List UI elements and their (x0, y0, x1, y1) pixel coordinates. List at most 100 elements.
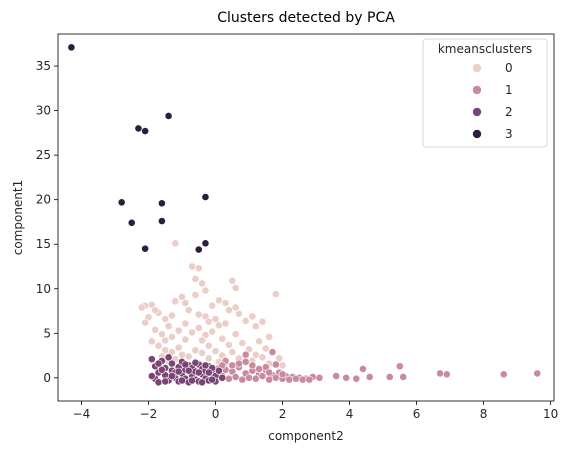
data-point-cluster-1 (239, 376, 246, 383)
data-point-cluster-1 (316, 374, 323, 381)
legend-label-3: 3 (505, 127, 513, 141)
data-point-cluster-0 (152, 307, 159, 314)
data-point-cluster-2 (195, 369, 202, 376)
data-point-cluster-2 (162, 378, 169, 385)
data-point-cluster-2 (192, 359, 199, 366)
data-point-cluster-0 (272, 291, 279, 298)
x-tick-label: 2 (279, 407, 287, 421)
data-point-cluster-1 (306, 376, 313, 383)
legend-title: kmeansclusters (438, 42, 532, 56)
data-point-cluster-1 (252, 375, 259, 382)
data-point-cluster-0 (219, 335, 226, 342)
data-point-cluster-1 (299, 376, 306, 383)
data-point-cluster-0 (199, 337, 206, 344)
data-point-cluster-0 (225, 341, 232, 348)
data-point-cluster-1 (242, 351, 249, 358)
data-point-cluster-0 (229, 277, 236, 284)
y-tick-label: 20 (36, 193, 51, 207)
data-point-cluster-1 (443, 371, 450, 378)
data-point-cluster-0 (215, 297, 222, 304)
data-point-cluster-2 (182, 361, 189, 368)
data-point-cluster-0 (209, 302, 216, 309)
data-point-cluster-2 (202, 362, 209, 369)
y-axis-label: component1 (11, 180, 25, 256)
data-point-cluster-3 (142, 127, 149, 134)
data-point-cluster-3 (68, 44, 75, 51)
data-point-cluster-0 (185, 307, 192, 314)
data-point-cluster-0 (249, 313, 256, 320)
y-tick-label: 0 (43, 371, 51, 385)
data-point-cluster-1 (359, 365, 366, 372)
legend-label-1: 1 (505, 83, 513, 97)
data-point-cluster-0 (195, 324, 202, 331)
data-point-cluster-3 (165, 112, 172, 119)
data-point-cluster-2 (205, 369, 212, 376)
legend: kmeansclusters 0 1 2 3 (423, 39, 547, 147)
data-point-cluster-0 (199, 349, 206, 356)
data-point-cluster-1 (366, 373, 373, 380)
data-point-cluster-0 (239, 340, 246, 347)
data-point-cluster-0 (168, 333, 175, 340)
data-point-cluster-0 (165, 323, 172, 330)
data-point-cluster-0 (212, 315, 219, 322)
data-point-cluster-1 (235, 360, 242, 367)
data-point-cluster-0 (182, 320, 189, 327)
legend-marker-3 (473, 130, 482, 139)
x-tick-label: 0 (212, 407, 220, 421)
data-point-cluster-0 (188, 263, 195, 270)
y-tick-label: 35 (36, 59, 51, 73)
data-point-cluster-1 (396, 363, 403, 370)
data-point-cluster-1 (232, 373, 239, 380)
data-point-cluster-1 (343, 374, 350, 381)
data-point-cluster-1 (279, 371, 286, 378)
data-point-cluster-0 (182, 336, 189, 343)
chart-title: Clusters detected by PCA (217, 10, 395, 26)
x-tick-label: −2 (140, 407, 158, 421)
x-tick-label: 10 (543, 407, 558, 421)
data-point-cluster-1 (269, 348, 276, 355)
data-point-cluster-1 (245, 374, 252, 381)
data-point-cluster-2 (165, 354, 172, 361)
data-point-cluster-2 (188, 377, 195, 384)
data-point-cluster-0 (225, 307, 232, 314)
x-tick-label: 6 (413, 407, 421, 421)
data-point-cluster-2 (219, 374, 226, 381)
x-tick-label: 4 (346, 407, 354, 421)
data-point-cluster-0 (262, 345, 269, 352)
data-point-cluster-1 (353, 375, 360, 382)
data-point-cluster-0 (188, 329, 195, 336)
data-point-cluster-0 (232, 304, 239, 311)
data-point-cluster-1 (386, 373, 393, 380)
data-point-cluster-0 (252, 323, 259, 330)
data-point-cluster-0 (266, 333, 273, 340)
data-point-cluster-1 (266, 369, 273, 376)
data-point-cluster-1 (534, 370, 541, 377)
data-point-cluster-1 (266, 376, 273, 383)
data-point-cluster-0 (178, 351, 185, 358)
data-point-cluster-1 (225, 375, 232, 382)
data-point-cluster-2 (175, 368, 182, 375)
data-point-cluster-2 (168, 372, 175, 379)
data-point-cluster-0 (259, 318, 266, 325)
data-point-cluster-1 (292, 375, 299, 382)
data-point-cluster-0 (185, 353, 192, 360)
data-point-cluster-0 (142, 319, 149, 326)
data-point-cluster-0 (162, 337, 169, 344)
x-axis-label: component2 (268, 429, 344, 443)
data-point-cluster-1 (255, 365, 262, 372)
data-point-cluster-2 (155, 379, 162, 386)
data-point-cluster-3 (158, 200, 165, 207)
data-point-cluster-2 (178, 377, 185, 384)
data-point-cluster-0 (222, 299, 229, 306)
x-tick-label: 8 (480, 407, 488, 421)
y-tick-label: 10 (36, 282, 51, 296)
legend-label-2: 2 (505, 105, 513, 119)
data-point-cluster-1 (333, 372, 340, 379)
data-point-cluster-0 (255, 338, 262, 345)
data-point-cluster-0 (138, 304, 145, 311)
data-point-cluster-2 (148, 356, 155, 363)
data-point-cluster-2 (155, 360, 162, 367)
data-point-cluster-1 (286, 376, 293, 383)
data-point-cluster-1 (272, 361, 279, 368)
